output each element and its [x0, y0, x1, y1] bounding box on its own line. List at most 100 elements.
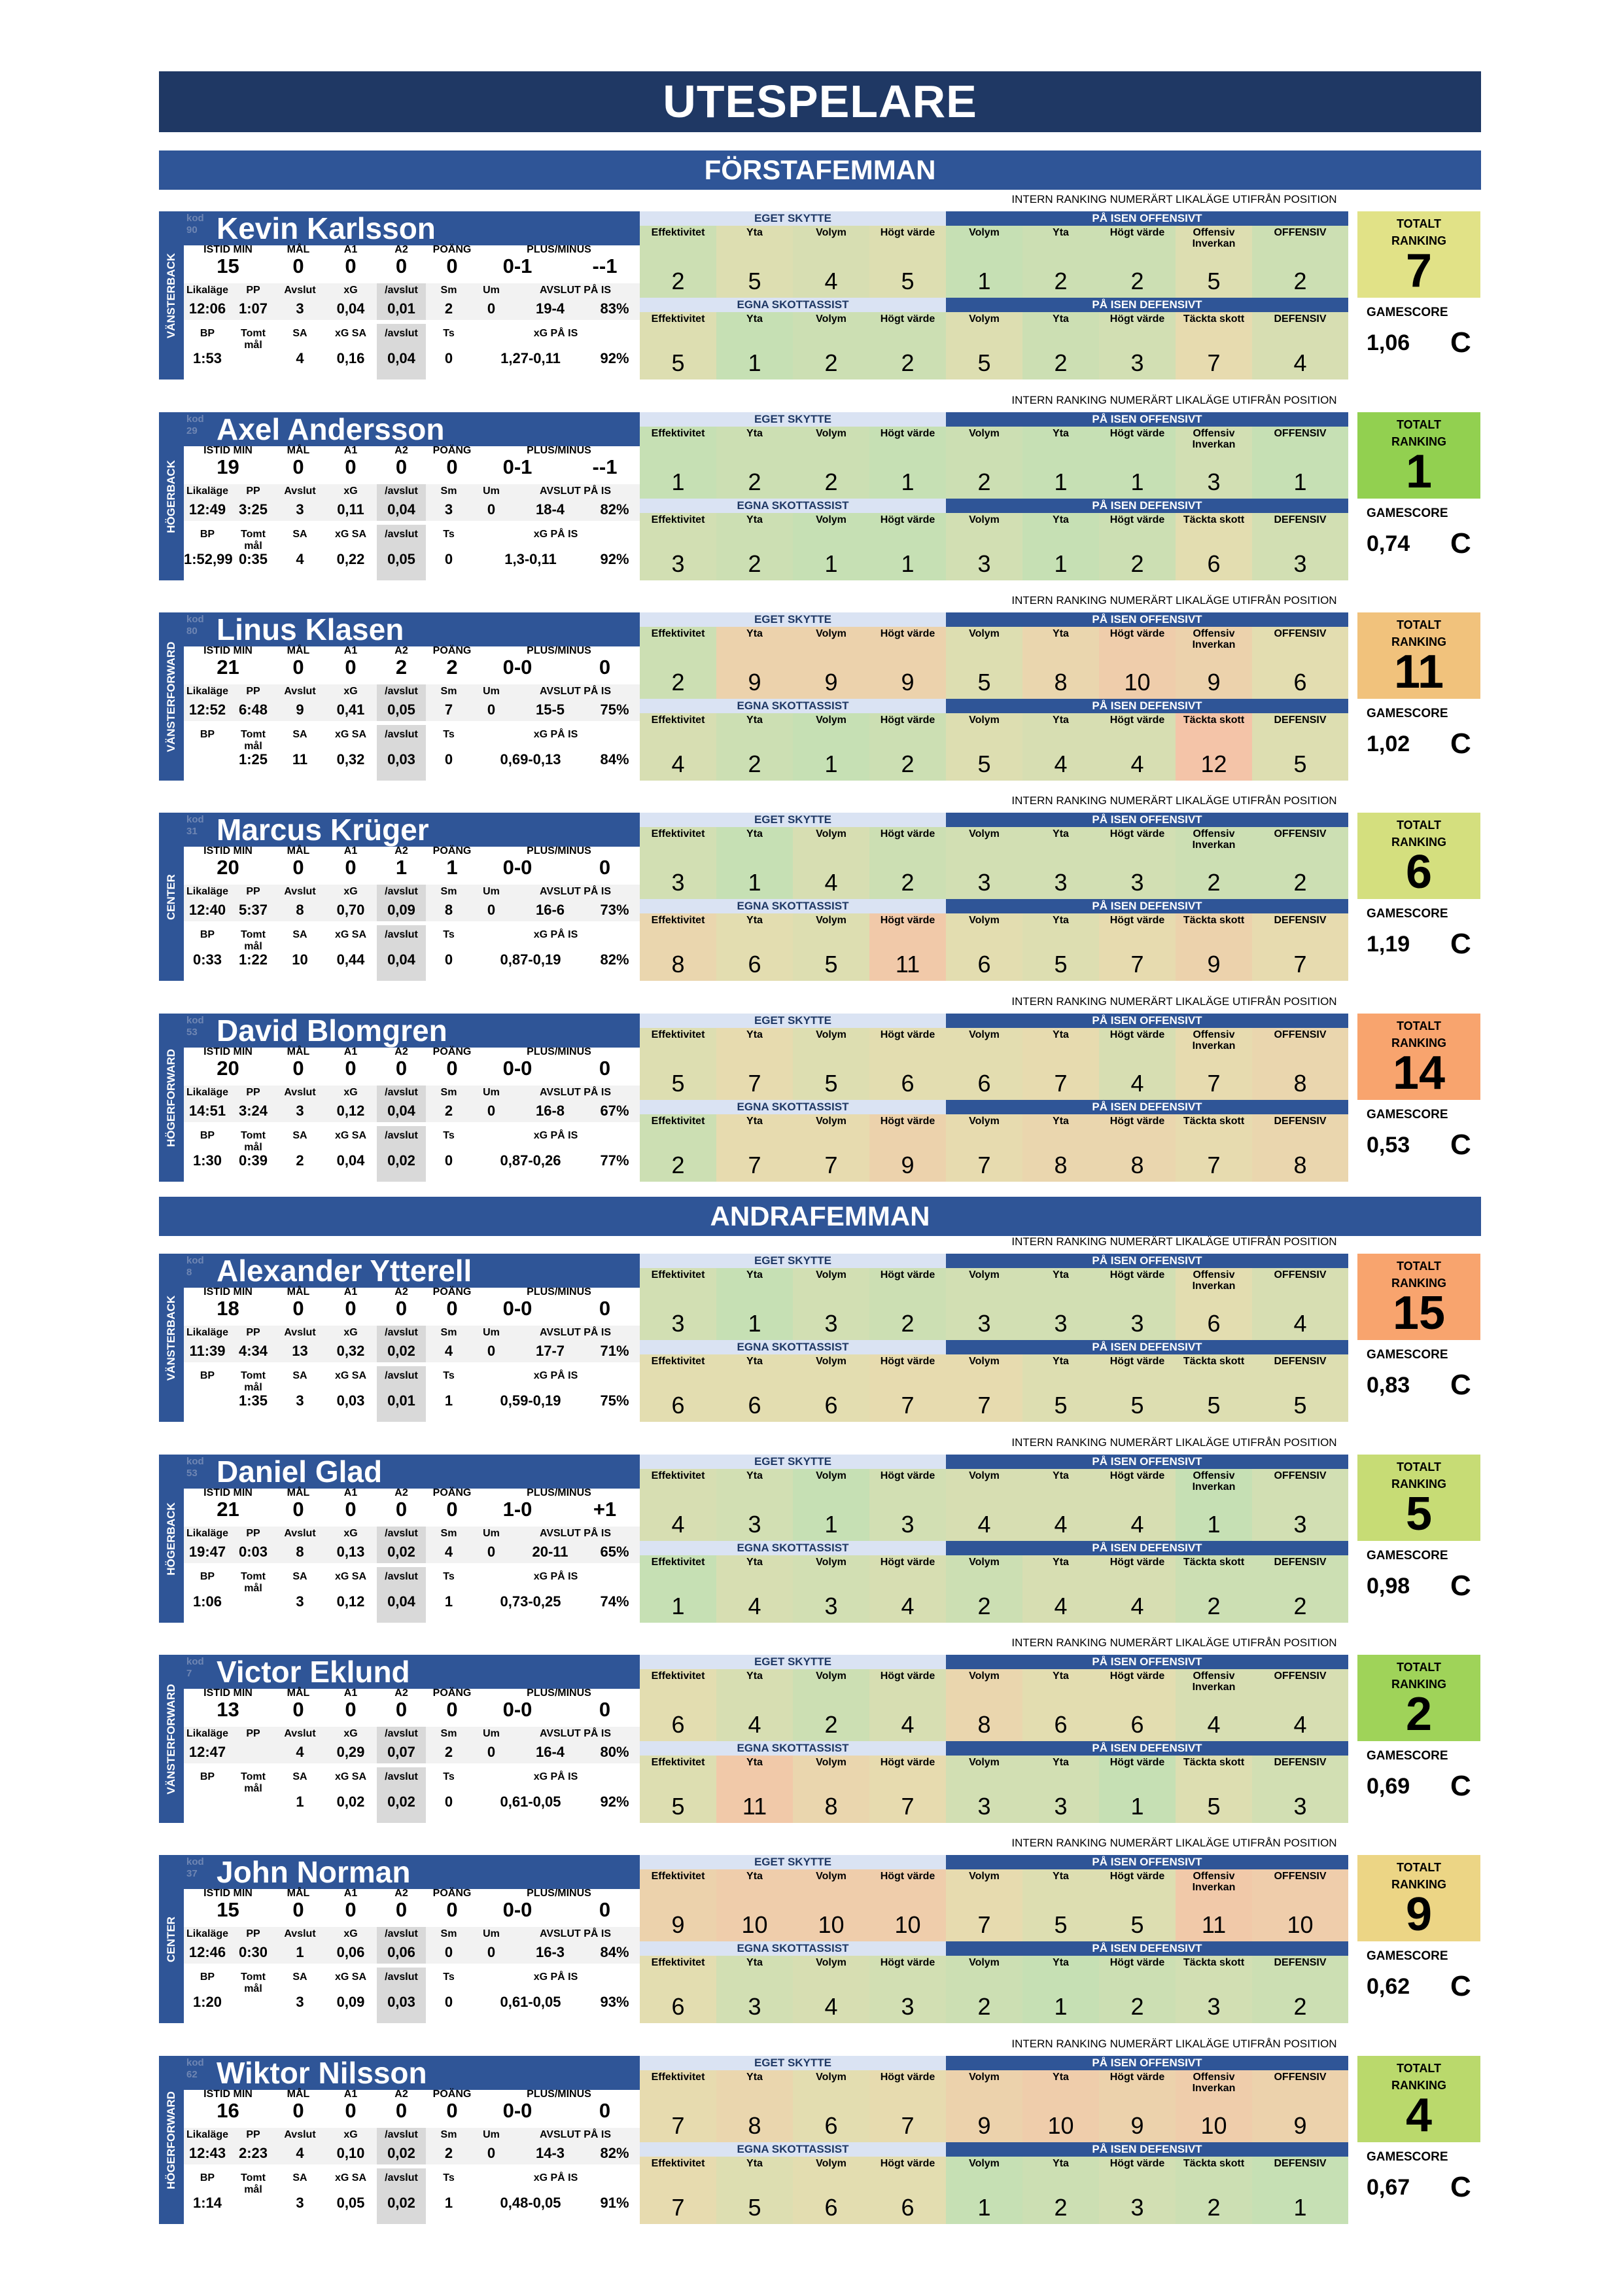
group-pa-isen-defensivt: PÅ ISEN DEFENSIVT — [946, 1100, 1348, 1114]
offense-rank-cell: Volym 2 — [793, 427, 869, 499]
shaded-col — [377, 484, 426, 521]
ranking-header: INTERN RANKING NUMERÄRT LIKALÄGE UTIFRÅN… — [1011, 794, 1337, 807]
defense-rank-cell: DEFENSIV 5 — [1252, 1354, 1348, 1422]
stat-avslut-pa-is-pct: 75% — [600, 701, 629, 718]
group-egna-skottassist: EGNA SKOTTASSIST — [640, 1340, 946, 1354]
group-egna-skottassist: EGNA SKOTTASSIST — [640, 699, 946, 713]
stat-plusminus: 0-0 — [502, 856, 532, 879]
offense-rank-cell: Effektivitet 2 — [640, 226, 716, 298]
defense-rank-cell: Högt värde 2 — [1099, 1956, 1176, 2023]
position-label: HÖGERFORWARD — [159, 2056, 184, 2224]
stats-row-shots: Likaläge PP Avslut xG/avslut Sm Um AVSLUT PÅ I… — [184, 885, 640, 921]
gamescore-grade: C — [1450, 527, 1471, 559]
defense-rank-cell: Täckta skott 2 — [1176, 2157, 1252, 2224]
stat-pp: 2:23 — [238, 2145, 268, 2161]
offense-rank-cell: Högt värde 5 — [1099, 1869, 1176, 1941]
stat-label: ISTID MIN — [203, 1487, 253, 1498]
defense-rank-cell: Täckta skott 5 — [1176, 1354, 1252, 1422]
defense-rank-cell: Högt värde 7 — [1099, 913, 1176, 981]
stats-row-shots: Likaläge PP Avslut xG/avslut Sm Um AVSLUT PÅ I… — [184, 1086, 640, 1122]
total-ranking: TOTALT RANKING 9 — [1357, 1855, 1480, 1941]
offense-rank-cell: OFFENSIV 1 — [1252, 427, 1348, 499]
stat-xg-pa-is-pct: 77% — [600, 1152, 629, 1169]
stat-xga: 0,05 — [387, 701, 415, 718]
stat-a1: 0 — [345, 455, 357, 478]
stat-sa: 3 — [296, 1994, 304, 2010]
stat-xg-pa-is-pct: 93% — [600, 1994, 629, 2010]
stat-xg-pa-is-pct: 92% — [600, 350, 629, 366]
defense-rank-cell: DEFENSIV 3 — [1252, 1756, 1348, 1823]
stat-xga: 0,02 — [387, 1343, 415, 1359]
offense-rank-cell: Yta 3 — [716, 1469, 793, 1541]
stat-label: ISTID MIN — [203, 645, 253, 656]
stat-label: /avslut — [385, 1087, 418, 1098]
stat-label: xG PÅ IS — [533, 1571, 578, 1582]
offense-rank-cell: Volym 9 — [946, 2070, 1022, 2142]
stat-label: Ts — [443, 729, 455, 740]
stat-label: PP — [246, 1528, 260, 1539]
defense-rank-cell: Högt värde 3 — [1099, 312, 1176, 380]
group-pa-isen-offensivt: PÅ ISEN OFFENSIVT — [946, 412, 1348, 427]
stat-label: xG — [343, 1728, 358, 1739]
defense-rank-cell: Yta 4 — [1022, 1555, 1099, 1623]
stat-xgsa: 0,09 — [336, 1994, 365, 2010]
stat-label: POÄNG — [432, 1487, 472, 1498]
stat-label: A1 — [343, 645, 358, 656]
stat-label: xG — [343, 1327, 358, 1338]
stat-xgsa: 0,04 — [336, 1152, 365, 1169]
ranking-header: INTERN RANKING NUMERÄRT LIKALÄGE UTIFRÅN… — [1011, 1235, 1337, 1248]
defense-rank-cell: Yta 4 — [1022, 713, 1099, 781]
offense-rank-cell: Offensiv Inverkan 5 — [1176, 226, 1252, 298]
stat-pp: 0:30 — [238, 1944, 268, 1960]
group-pa-isen-offensivt: PÅ ISEN OFFENSIVT — [946, 2056, 1348, 2070]
stat-plusminus-diff: 0 — [599, 856, 611, 879]
defense-rank-cell: Täckta skott 3 — [1176, 1956, 1252, 2023]
stat-xg-pa-is: 0,87-0,19 — [500, 951, 561, 968]
stat-avslut-pa-is: 20-11 — [532, 1544, 568, 1560]
player-card: INTERN RANKING NUMERÄRT LIKALÄGE UTIFRÅN… — [159, 594, 1481, 781]
gamescore: GAMESCORE 0,67 C — [1357, 2146, 1480, 2224]
defense-rank-cell: Volym 5 — [946, 312, 1022, 380]
position-label: HÖGERFORWARD — [159, 1014, 184, 1182]
stat-xga: 0,02 — [387, 2145, 415, 2161]
offense-rank-cell: Offensiv Inverkan 11 — [1176, 1869, 1252, 1941]
stat-label: /avslut — [385, 1528, 418, 1539]
shaded-col — [377, 1968, 426, 2023]
stat-sm: 7 — [444, 701, 453, 718]
stat-mal: 0 — [292, 255, 304, 277]
stats-row-main: ISTID MIN MÅL A1 A2 POÄNG PLUS/MINUS 16 0 0 0 0 0-0… — [184, 2089, 640, 2123]
stat-label: Avslut — [284, 1087, 316, 1098]
gamescore: GAMESCORE 0,53 C — [1357, 1104, 1480, 1182]
defense-rank-cell: Yta 4 — [716, 1555, 793, 1623]
stat-xgsa: 0,05 — [336, 2195, 365, 2211]
offense-rank-cell: Offensiv Inverkan 3 — [1176, 427, 1252, 499]
stat-plusminus: 0-0 — [502, 2099, 532, 2122]
offense-rank-cell: Högt värde 9 — [869, 627, 946, 699]
stat-label: PLUS/MINUS — [527, 244, 591, 255]
group-eget-skytte: EGET SKYTTE — [640, 1455, 946, 1469]
stat-xg-pa-is-pct: 92% — [600, 551, 629, 567]
offense-rank-cell: OFFENSIV 2 — [1252, 827, 1348, 899]
stat-mal: 0 — [292, 455, 304, 478]
offense-rank-cell: Yta 7 — [1022, 1028, 1099, 1100]
defense-rank-cell: Effektivitet 2 — [640, 1114, 716, 1182]
stat-xgsaa: 0,04 — [387, 1593, 415, 1610]
player-card: INTERN RANKING NUMERÄRT LIKALÄGE UTIFRÅN… — [159, 1837, 1481, 2023]
stat-label: PLUS/MINUS — [527, 1888, 591, 1899]
defense-rank-cell: DEFENSIV 7 — [1252, 913, 1348, 981]
stat-label: /avslut — [385, 2129, 418, 2140]
stat-label: SA — [292, 729, 307, 740]
gamescore-value: 1,02 — [1367, 732, 1410, 756]
defense-rank-cell: Effektivitet 6 — [640, 1956, 716, 2023]
stat-sm: 2 — [444, 1103, 453, 1119]
defense-rank-cell: Effektivitet 5 — [640, 1756, 716, 1823]
defense-rank-cell: Yta 3 — [716, 1956, 793, 2023]
stats-row-shots: Likaläge PP Avslut xG/avslut Sm Um AVSLUT PÅ I… — [184, 1727, 640, 1763]
stat-xga: 0,02 — [387, 1544, 415, 1560]
stat-bp: 0:33 — [192, 951, 222, 968]
group-pa-isen-offensivt: PÅ ISEN OFFENSIVT — [946, 1855, 1348, 1869]
stat-label: /avslut — [385, 929, 418, 940]
stats-row-assists: BP Tomt mål SA xG SA/avslut Ts xG PÅ IS 1 0,02 0… — [184, 1767, 640, 1823]
defense-rank-cell: Högt värde 7 — [869, 1354, 946, 1422]
stat-pp: 3:24 — [238, 1103, 268, 1119]
